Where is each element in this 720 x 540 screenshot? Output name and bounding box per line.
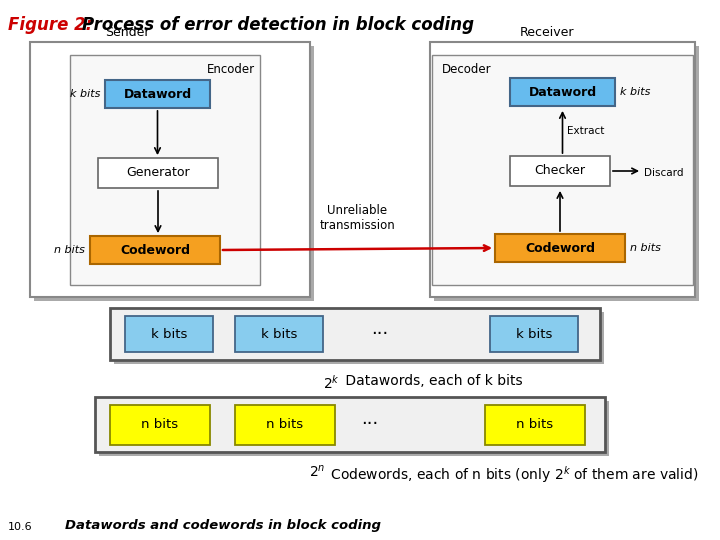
Text: Sender: Sender — [105, 26, 150, 39]
Text: k bits: k bits — [620, 87, 650, 97]
Text: n bits: n bits — [630, 243, 661, 253]
Text: $2^n$: $2^n$ — [308, 464, 325, 480]
Bar — [434, 46, 699, 301]
Bar — [490, 316, 578, 352]
Bar — [485, 404, 585, 444]
Text: Discard: Discard — [644, 168, 683, 178]
Text: Dataword: Dataword — [123, 87, 192, 100]
Bar — [105, 80, 210, 108]
Text: ···: ··· — [372, 325, 389, 343]
Text: Receiver: Receiver — [520, 26, 575, 39]
Text: Encoder: Encoder — [207, 63, 255, 76]
Text: Codeword: Codeword — [120, 244, 190, 256]
Text: Generator: Generator — [126, 166, 190, 179]
Bar — [235, 404, 335, 444]
Bar — [495, 234, 625, 262]
Text: Codewords, each of n bits (only $2^k$ of them are valid): Codewords, each of n bits (only $2^k$ of… — [326, 464, 698, 485]
Text: Extract: Extract — [567, 126, 605, 136]
Text: k bits: k bits — [70, 89, 100, 99]
Text: Decoder: Decoder — [442, 63, 492, 76]
Text: n bits: n bits — [516, 418, 554, 431]
Text: k bits: k bits — [150, 327, 187, 341]
Text: Unreliable
transmission: Unreliable transmission — [320, 204, 395, 232]
Bar — [110, 308, 600, 360]
Bar — [235, 316, 323, 352]
Text: Codeword: Codeword — [525, 241, 595, 254]
Bar — [510, 156, 610, 186]
Text: Dataword: Dataword — [528, 85, 597, 98]
Bar — [95, 397, 605, 452]
Text: Datawords, each of k bits: Datawords, each of k bits — [341, 374, 523, 388]
Text: k bits: k bits — [516, 327, 552, 341]
Bar — [510, 78, 615, 106]
Bar — [432, 55, 693, 285]
Text: $2^k$: $2^k$ — [323, 374, 340, 392]
Bar — [430, 42, 695, 297]
Text: Figure 2:: Figure 2: — [8, 16, 104, 34]
Text: Process of error detection in block coding: Process of error detection in block codi… — [82, 16, 474, 34]
Text: Datawords and codewords in block coding: Datawords and codewords in block coding — [65, 519, 381, 532]
Bar — [90, 236, 220, 264]
Text: Checker: Checker — [534, 165, 585, 178]
Text: ···: ··· — [361, 415, 379, 434]
Text: n bits: n bits — [54, 245, 85, 255]
Bar — [110, 404, 210, 444]
Text: k bits: k bits — [261, 327, 297, 341]
Bar — [114, 312, 604, 364]
Text: n bits: n bits — [266, 418, 304, 431]
Bar — [98, 158, 218, 188]
Bar — [70, 55, 260, 285]
Text: 10.6: 10.6 — [8, 522, 32, 532]
Bar — [34, 46, 314, 301]
Bar — [99, 401, 609, 456]
Text: n bits: n bits — [141, 418, 179, 431]
Bar — [30, 42, 310, 297]
Bar — [125, 316, 213, 352]
